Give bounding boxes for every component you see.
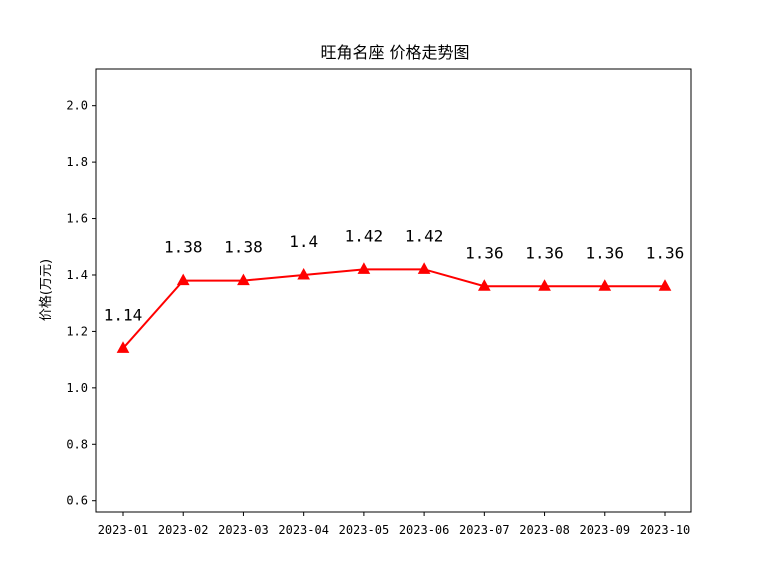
data-point-marker — [357, 262, 371, 274]
y-tick-label: 2.0 — [66, 99, 88, 113]
x-axis: 2023-01 2023-02 2023-03 2023-04 2023-05 2023-… — [98, 512, 691, 537]
x-tick-label: 2023-04 — [278, 523, 329, 537]
data-label: 1.42 — [405, 226, 444, 245]
series-line-group: 1.14 1.38 1.38 1.4 1.42 1.42 1.36 1.36 1.36 1.36 — [104, 226, 685, 353]
y-tick-label: 0.8 — [66, 437, 88, 451]
x-tick-label: 2023-10 — [640, 523, 691, 537]
plot-area-frame — [95, 68, 692, 513]
data-point-marker — [538, 279, 551, 291]
data-label: 1.4 — [289, 232, 318, 251]
data-label: 1.38 — [224, 238, 263, 257]
x-tick-label: 2023-03 — [218, 523, 269, 537]
data-label: 1.36 — [465, 243, 504, 262]
data-label: 1.42 — [345, 226, 384, 245]
series-line — [122, 268, 665, 350]
x-tick-label: 2023-05 — [339, 523, 390, 537]
data-point-marker — [297, 267, 311, 280]
data-point-marker — [116, 341, 130, 353]
x-tick-label: 2023-08 — [519, 523, 570, 537]
x-tick-label: 2023-02 — [158, 523, 209, 537]
x-tick-label: 2023-01 — [98, 523, 149, 537]
y-axis-label: 价格(万元) — [38, 259, 54, 321]
data-point-marker — [237, 273, 250, 286]
y-tick-label: 1.4 — [66, 268, 88, 282]
data-label: 1.36 — [586, 243, 625, 262]
y-tick-label: 1.6 — [66, 212, 88, 226]
y-tick-label: 1.0 — [66, 381, 88, 395]
data-point-marker — [598, 279, 612, 291]
y-tick-label: 1.8 — [66, 155, 88, 169]
data-point-marker — [417, 262, 431, 274]
data-point-marker — [477, 279, 491, 291]
y-axis: 0.6 0.8 1.0 1.2 1.4 1.6 1.8 2.0 — [66, 99, 96, 508]
x-tick-label: 2023-07 — [459, 523, 510, 537]
data-label: 1.14 — [104, 305, 143, 324]
data-point-marker — [658, 279, 672, 291]
y-tick-label: 0.6 — [66, 494, 88, 508]
data-point-marker — [176, 273, 190, 286]
data-label: 1.36 — [646, 243, 685, 262]
x-tick-label: 2023-06 — [399, 523, 450, 537]
data-label: 1.36 — [525, 243, 564, 262]
chart-title: 旺角名座 价格走势图 — [320, 43, 469, 62]
y-tick-label: 1.2 — [66, 324, 88, 338]
data-label: 1.38 — [164, 238, 203, 257]
x-tick-label: 2023-09 — [579, 523, 630, 537]
